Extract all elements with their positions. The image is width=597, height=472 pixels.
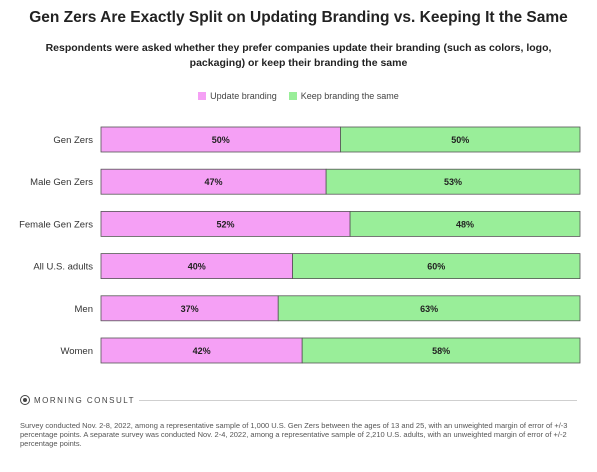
data-label-gen-zers-keep-branding-the-same: 50%	[451, 135, 469, 145]
bar-female-gen-zers-update-branding	[100, 210, 351, 237]
legend-item-keep: Keep branding the same	[288, 91, 399, 101]
data-label-female-gen-zers-update-branding: 52%	[217, 219, 235, 229]
category-label-female-gen-zers: Female Gen Zers	[19, 219, 93, 230]
bar-gen-zers-update-branding	[100, 126, 341, 153]
category-label-all-u-s-adults: All U.S. adults	[33, 262, 93, 273]
legend-swatch-update	[198, 92, 207, 100]
chart-subtitle: Respondents were asked whether they pref…	[45, 42, 552, 69]
data-label-all-u-s-adults-keep-branding-the-same: 60%	[427, 262, 445, 272]
data-label-female-gen-zers-keep-branding-the-same: 48%	[456, 219, 474, 229]
data-label-gen-zers-update-branding: 50%	[212, 135, 230, 145]
data-label-all-u-s-adults-update-branding: 40%	[188, 262, 206, 272]
bar-men-update-branding	[100, 295, 279, 322]
bar-male-gen-zers-update-branding	[100, 168, 327, 195]
category-label-gen-zers: Gen Zers	[53, 135, 93, 146]
data-label-men-update-branding: 37%	[181, 304, 199, 314]
bar-gen-zers-keep-branding-the-same	[340, 126, 581, 153]
data-label-male-gen-zers-update-branding: 47%	[205, 177, 223, 187]
data-label-women-update-branding: 42%	[193, 346, 211, 356]
bar-women-update-branding	[100, 337, 303, 364]
data-label-men-keep-branding-the-same: 63%	[420, 304, 438, 314]
bar-men-keep-branding-the-same	[277, 295, 581, 322]
bar-chart: Gen Zers 50% 50% Male Gen Zers 47% 53% Female …	[19, 126, 581, 364]
brand-logo: MORNING CONSULT	[20, 395, 140, 405]
footnote: Survey conducted Nov. 2-8, 2022, among a…	[20, 421, 568, 448]
bar-all-u-s-adults-keep-branding-the-same	[292, 253, 581, 280]
brand-mark-icon	[20, 395, 30, 405]
legend-label-update: Update branding	[210, 91, 277, 101]
footer-divider	[20, 400, 577, 401]
category-label-women: Women	[60, 346, 93, 357]
legend-label-keep: Keep branding the same	[300, 91, 399, 101]
bar-male-gen-zers-keep-branding-the-same	[325, 168, 581, 195]
data-label-male-gen-zers-keep-branding-the-same: 53%	[444, 177, 462, 187]
category-label-male-gen-zers: Male Gen Zers	[30, 177, 93, 188]
category-label-men: Men	[75, 304, 93, 315]
legend-swatch-keep	[288, 92, 297, 100]
legend: Update branding Keep branding the same	[0, 91, 597, 101]
chart-title: Gen Zers Are Exactly Split on Updating B…	[29, 9, 568, 26]
brand-name: MORNING CONSULT	[34, 395, 136, 405]
data-label-women-keep-branding-the-same: 58%	[432, 346, 450, 356]
legend-item-update: Update branding	[198, 91, 277, 101]
bar-women-keep-branding-the-same	[301, 337, 581, 364]
bar-female-gen-zers-keep-branding-the-same	[349, 210, 581, 237]
bar-all-u-s-adults-update-branding	[100, 253, 294, 280]
